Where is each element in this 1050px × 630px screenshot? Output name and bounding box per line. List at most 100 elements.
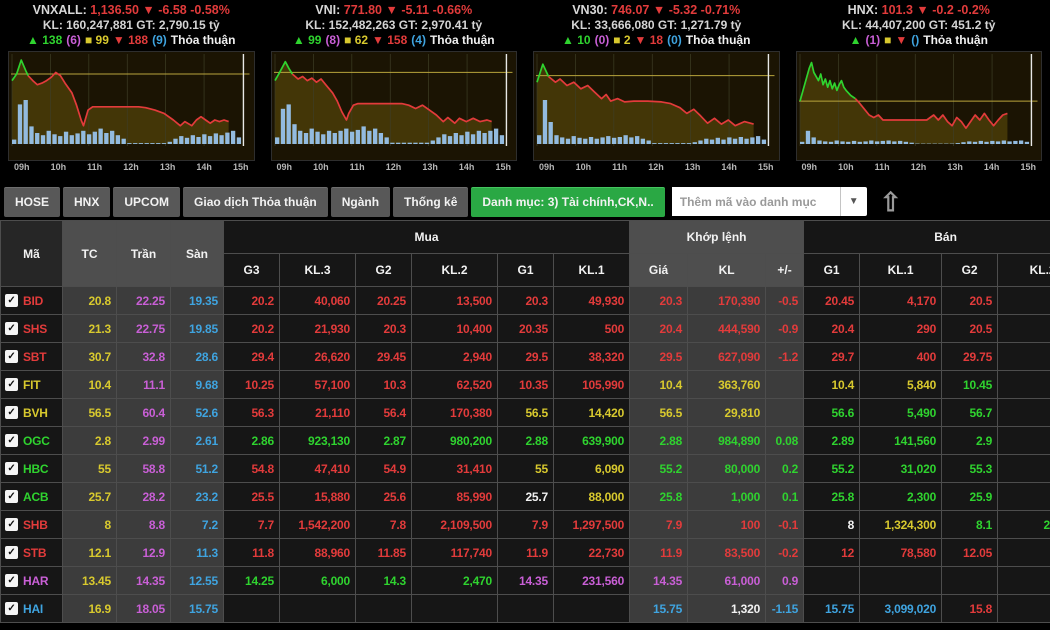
price-cell[interactable]: 10,400 — [411, 314, 498, 343]
price-cell[interactable]: 2.9 — [941, 426, 999, 455]
price-cell[interactable]: 25.8 — [803, 482, 861, 511]
price-cell[interactable]: 15.8 — [941, 594, 999, 623]
price-cell[interactable]: 21,930 — [279, 314, 356, 343]
col-header-tran[interactable]: Trần — [116, 220, 171, 287]
price-cell[interactable]: 56.5 — [62, 398, 117, 427]
price-cell[interactable]: 14.35 — [629, 566, 689, 595]
sub-header[interactable]: G2 — [941, 253, 999, 287]
price-cell[interactable]: 20.25 — [355, 286, 412, 315]
price-cell[interactable]: 7.8 — [355, 510, 412, 539]
price-cell[interactable]: 51.2 — [170, 454, 224, 483]
price-cell[interactable]: 49,930 — [552, 286, 631, 315]
price-cell[interactable]: 10.35 — [497, 370, 554, 399]
price-cell[interactable]: 55.2 — [803, 454, 861, 483]
price-cell[interactable]: 11.1 — [116, 370, 171, 399]
price-cell[interactable] — [411, 594, 498, 623]
price-cell[interactable] — [765, 370, 805, 399]
price-cell[interactable]: 7.9 — [497, 510, 554, 539]
ticker-symbol[interactable]: SBT — [23, 349, 47, 364]
tab-hose[interactable]: HOSE — [4, 186, 61, 217]
ticker-symbol[interactable]: FIT — [23, 377, 41, 392]
ticker-symbol[interactable]: HBC — [23, 461, 49, 476]
price-cell[interactable]: 290 — [859, 314, 943, 343]
price-cell[interactable]: 25.9 — [941, 482, 999, 511]
price-cell[interactable]: 2.8 — [62, 426, 117, 455]
price-cell[interactable]: 11.8 — [223, 538, 280, 567]
price-cell[interactable]: 2.88 — [629, 426, 689, 455]
price-cell[interactable]: 0.9 — [765, 566, 805, 595]
price-cell[interactable]: 7,7 — [997, 314, 1050, 343]
sub-header[interactable]: KL.1 — [859, 253, 943, 287]
price-cell[interactable]: 20.4 — [803, 314, 861, 343]
row-checkbox[interactable]: ✓ — [5, 434, 18, 448]
price-cell[interactable]: 29,810 — [687, 398, 767, 427]
price-cell[interactable]: 29.7 — [803, 342, 861, 371]
price-cell[interactable]: 88,960 — [279, 538, 356, 567]
price-cell[interactable]: 11.9 — [497, 538, 554, 567]
price-cell[interactable]: 55 — [497, 454, 554, 483]
price-cell[interactable]: 20.8 — [62, 286, 117, 315]
price-cell[interactable]: 15.75 — [803, 594, 861, 623]
price-cell[interactable]: 11.9 — [629, 538, 689, 567]
sub-header[interactable]: G1 — [497, 253, 554, 287]
tab-giao[interactable]: Giao dịch Thỏa thuận — [183, 186, 328, 217]
price-cell[interactable]: 105,990 — [552, 370, 631, 399]
price-cell[interactable]: 38,320 — [552, 342, 631, 371]
arrow-up-icon[interactable]: ⇧ — [879, 186, 902, 217]
price-cell[interactable] — [552, 594, 631, 623]
price-cell[interactable]: 54.9 — [355, 454, 412, 483]
col-header-tc[interactable]: TC — [62, 220, 117, 287]
price-cell[interactable]: 12.9 — [116, 538, 171, 567]
price-cell[interactable]: 11.85 — [355, 538, 412, 567]
row-checkbox[interactable]: ✓ — [5, 602, 18, 616]
price-cell[interactable]: 2.86 — [223, 426, 280, 455]
price-cell[interactable]: -1.15 — [765, 594, 805, 623]
price-cell[interactable]: 56.5 — [497, 398, 554, 427]
price-cell[interactable]: 10.25 — [223, 370, 280, 399]
price-cell[interactable]: 20.2 — [223, 314, 280, 343]
row-checkbox[interactable]: ✓ — [5, 406, 18, 420]
price-cell[interactable]: 8 — [62, 510, 117, 539]
sub-header[interactable]: KL.2 — [997, 253, 1050, 287]
sub-header[interactable]: KL.3 — [279, 253, 356, 287]
price-cell[interactable]: 1,542,200 — [279, 510, 356, 539]
price-cell[interactable]: 29.4 — [223, 342, 280, 371]
price-cell[interactable]: 10.4 — [62, 370, 117, 399]
price-cell[interactable]: 58.8 — [116, 454, 171, 483]
price-cell[interactable]: 5,840 — [859, 370, 943, 399]
price-cell[interactable]: 7.2 — [170, 510, 224, 539]
price-cell[interactable]: 31,020 — [859, 454, 943, 483]
price-cell[interactable]: 141,560 — [859, 426, 943, 455]
price-cell[interactable]: 26,620 — [279, 342, 356, 371]
price-cell[interactable]: 2.61 — [170, 426, 224, 455]
price-cell[interactable] — [997, 538, 1050, 567]
price-cell[interactable]: 10.3 — [355, 370, 412, 399]
sub-header[interactable]: Giá — [629, 253, 689, 287]
price-cell[interactable]: 8.8 — [116, 510, 171, 539]
price-cell[interactable]: 21,5 — [997, 286, 1050, 315]
price-cell[interactable]: 980,200 — [411, 426, 498, 455]
price-cell[interactable]: 1,320 — [687, 594, 767, 623]
price-cell[interactable]: 467,5 — [997, 426, 1050, 455]
price-cell[interactable]: 10.4 — [803, 370, 861, 399]
ticker-symbol[interactable]: BID — [23, 293, 44, 308]
price-cell[interactable] — [279, 594, 356, 623]
row-checkbox[interactable]: ✓ — [5, 490, 18, 504]
row-checkbox[interactable]: ✓ — [5, 518, 18, 532]
tab-thống[interactable]: Thống kê — [393, 186, 469, 217]
price-cell[interactable]: 3,099,020 — [859, 594, 943, 623]
price-cell[interactable]: 52.6 — [170, 398, 224, 427]
price-cell[interactable]: -1.2 — [765, 342, 805, 371]
price-cell[interactable]: 47,410 — [279, 454, 356, 483]
price-cell[interactable]: 62,520 — [411, 370, 498, 399]
tab-hnx[interactable]: HNX — [63, 186, 111, 217]
add-symbol-input[interactable] — [671, 187, 840, 216]
price-cell[interactable]: 55.2 — [629, 454, 689, 483]
price-cell[interactable]: 29.75 — [941, 342, 999, 371]
price-cell[interactable]: 6,090 — [552, 454, 631, 483]
price-cell[interactable] — [765, 398, 805, 427]
price-cell[interactable] — [997, 566, 1050, 595]
sub-header[interactable]: KL.2 — [411, 253, 498, 287]
price-cell[interactable]: 2,470 — [411, 566, 498, 595]
price-cell[interactable]: 19.35 — [170, 286, 224, 315]
